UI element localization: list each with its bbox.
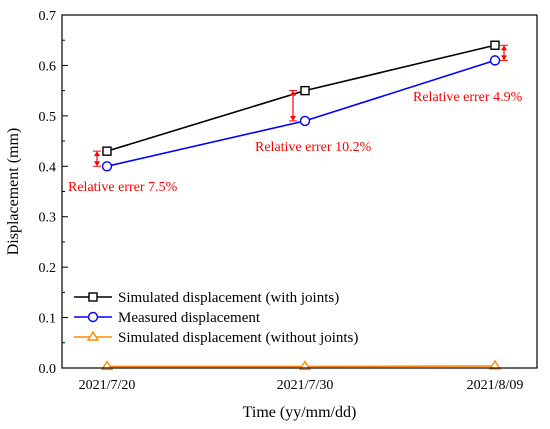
arrow-head-up xyxy=(94,151,100,157)
series-line xyxy=(107,365,496,368)
x-tick-label: 2021/7/20 xyxy=(79,378,136,393)
triangle-marker xyxy=(488,359,502,370)
legend-label: Measured displacement xyxy=(118,310,261,326)
annotation-label: Relative errer 7.5% xyxy=(68,180,178,195)
relative-error-annotation: Relative errer 10.2% xyxy=(255,90,372,155)
x-tick-label: 2021/7/30 xyxy=(277,378,334,393)
y-tick-label: 0.7 xyxy=(39,9,57,24)
legend-entry: Measured displacement xyxy=(74,310,261,326)
y-axis-title: Displacement (mm) xyxy=(5,128,22,256)
legend-label: Simulated displacement (without joints) xyxy=(118,330,358,346)
circle-marker xyxy=(101,161,113,172)
y-tick-label: 0.5 xyxy=(39,110,57,125)
series-layer xyxy=(100,40,502,371)
annotation-label: Relative errer 4.9% xyxy=(413,90,523,105)
arrow-head-up xyxy=(501,45,507,51)
y-tick-label: 0.6 xyxy=(39,59,57,74)
plot-frame xyxy=(61,14,538,369)
y-tick-label: 0.0 xyxy=(39,362,57,377)
y-tick-label: 0.2 xyxy=(39,261,57,276)
series-2 xyxy=(101,55,501,172)
circle-marker xyxy=(87,311,99,323)
y-axis-ticks: 0.0 0.1 0.2 0.3 0.4 0.5 0.6 0.7 xyxy=(39,9,68,377)
y-tick-label: 0.4 xyxy=(39,160,57,175)
circle-marker xyxy=(299,115,311,127)
relative-error-annotation: Relative errer 4.9% xyxy=(413,44,523,105)
legend-entry: Simulated displacement (with joints) xyxy=(74,290,339,306)
y-tick-label: 0.3 xyxy=(39,211,57,226)
y-tick-label: 0.1 xyxy=(39,312,57,327)
annotations: Relative errer 7.5% Relative errer 10.2% R… xyxy=(68,44,523,195)
triangle-marker xyxy=(86,330,100,341)
x-tick-label: 2021/8/09 xyxy=(467,378,524,393)
arrow-head-down xyxy=(501,55,507,61)
arrow-head-down xyxy=(94,161,100,167)
series-1 xyxy=(102,40,500,156)
legend: Simulated displacement (with joints) Meas… xyxy=(74,290,358,346)
square-marker xyxy=(300,85,310,96)
square-marker xyxy=(88,292,98,302)
legend-entry: Simulated displacement (without joints) xyxy=(74,330,358,346)
x-axis-ticks: 2021/7/20 2021/7/30 2021/8/09 xyxy=(79,362,524,393)
arrow-head-down xyxy=(290,115,296,121)
square-marker xyxy=(490,40,500,50)
arrow-head-up xyxy=(290,90,296,96)
relative-error-annotation: Relative errer 7.5% xyxy=(68,150,178,195)
annotation-label: Relative errer 10.2% xyxy=(255,140,372,155)
square-marker xyxy=(102,146,112,156)
legend-label: Simulated displacement (with joints) xyxy=(118,290,339,306)
circle-marker xyxy=(489,55,501,66)
x-axis-title: Time (yy/mm/dd) xyxy=(243,404,357,421)
